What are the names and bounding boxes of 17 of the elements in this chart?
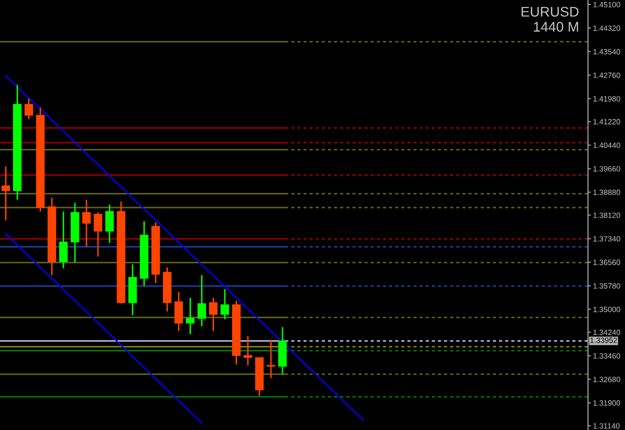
line-series — [5, 233, 202, 424]
annotation: EURUSD — [522, 6, 579, 17]
candlestick — [174, 291, 183, 332]
candlestick — [266, 339, 276, 379]
candlestick — [197, 274, 206, 327]
candlestick — [209, 297, 218, 332]
candlestick — [186, 297, 195, 335]
candlestick — [94, 212, 102, 258]
candlestick — [59, 210, 68, 269]
candlestick — [244, 335, 252, 366]
candlestick — [82, 199, 91, 248]
candlestick — [1, 166, 10, 221]
candlestick — [105, 204, 114, 244]
candlestick — [24, 98, 34, 120]
annotation: 1440 M — [534, 22, 578, 32]
candlestick — [220, 288, 230, 320]
line-series — [5, 75, 364, 421]
